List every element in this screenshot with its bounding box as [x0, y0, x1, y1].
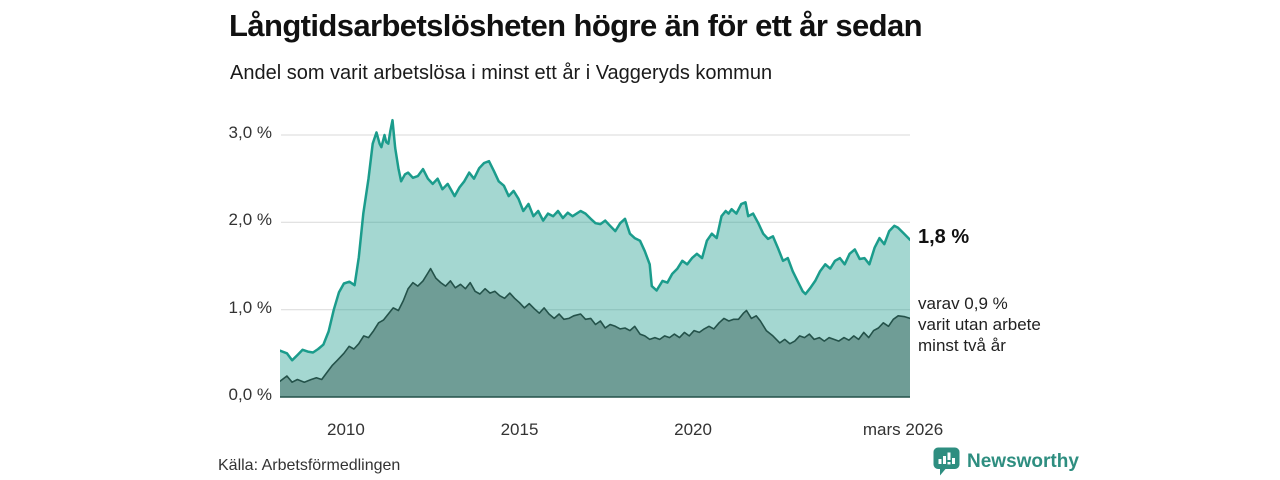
chart-title: Långtidsarbetslösheten högre än för ett …	[229, 8, 923, 43]
x-tick-label: mars 2026	[862, 420, 944, 439]
annotation-line: varav 0,9 %	[918, 294, 1008, 313]
x-tick-label: 2015	[500, 420, 539, 439]
y-tick-label: 1,0 %	[228, 297, 272, 317]
newsworthy-wordmark: Newsworthy	[967, 450, 1079, 472]
series-line	[280, 267, 910, 383]
x-tick-label: 2020	[674, 420, 712, 439]
y-tick-label: 0,0 %	[228, 385, 272, 404]
chart-subtitle: Andel som varit arbetslösa i minst ett å…	[230, 62, 773, 84]
series-end-value-label: 1,8 %	[918, 226, 970, 248]
source-note: Källa: Arbetsförmedlingen	[218, 457, 401, 474]
series-area	[280, 268, 910, 397]
inner-series-annotation: varav 0,9 % varit utan arbete minst två …	[918, 293, 1041, 356]
x-tick-label: 2010	[327, 420, 365, 439]
annotation-line: minst två år	[918, 336, 1006, 355]
area-chart-svg	[280, 118, 910, 398]
y-tick-label: 2,0 %	[228, 210, 272, 230]
newsworthy-logo: Newsworthy	[933, 447, 1079, 476]
annotation-line: varit utan arbete	[918, 315, 1041, 334]
series-line	[280, 118, 910, 362]
y-tick-label: 3,0 %	[228, 123, 272, 142]
newsworthy-bar-chart-icon	[933, 447, 960, 476]
